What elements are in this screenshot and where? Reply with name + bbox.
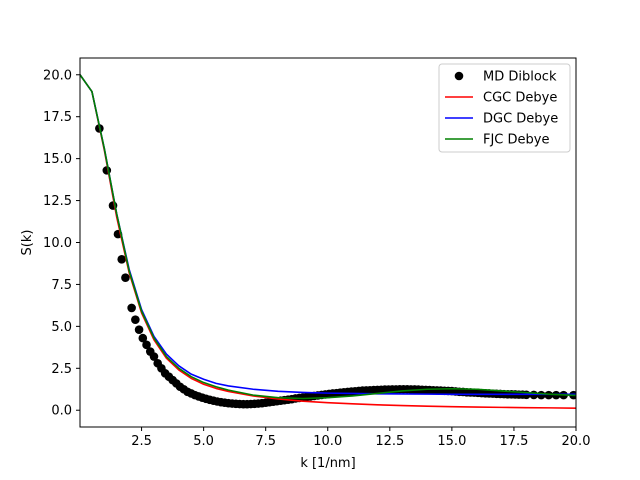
series-line-fjc-debye [80,74,576,400]
y-axis: 0.0 2.5 5.0 7.5 10.0 12.5 15.0 17.5 20.0 [43,68,80,419]
data-point [131,315,140,324]
x-tick-label: 2.5 [131,434,152,449]
legend-entry: MD Diblock [454,70,557,85]
legend-entry: DGC Debye [445,112,558,127]
legend-label: MD Diblock [483,70,557,85]
x-tick-label: 7.5 [255,434,276,449]
y-tick-label: 12.5 [43,194,72,209]
legend-entry: CGC Debye [445,91,557,106]
data-point [117,254,127,264]
y-tick-label: 10.0 [43,236,72,251]
y-tick-label: 7.5 [51,278,72,293]
data-point [138,333,148,343]
x-axis-label: k [1/nm] [300,456,355,471]
data-point [544,390,553,400]
y-axis-label: S(k) [20,230,35,256]
x-tick-label: 20.0 [562,434,591,449]
data-point [149,352,159,361]
legend: MD Diblock CGC Debye DGC Debye FJC Debye [438,63,571,153]
y-tick-label: 5.0 [51,320,72,335]
y-tick-label: 17.5 [43,110,72,125]
legend-marker [454,71,464,81]
x-axis: 2.5 5.0 7.5 10.0 12.5 15.0 17.5 20.0 [131,427,590,449]
x-tick-label: 10.0 [313,434,342,449]
data-point [127,303,136,313]
x-tick-label: 17.5 [499,434,528,449]
x-tick-label: 15.0 [437,434,466,449]
y-tick-label: 15.0 [43,152,72,167]
legend-box [438,63,571,153]
y-tick-label: 20.0 [43,68,72,83]
x-tick-label: 12.5 [375,434,404,449]
y-tick-label: 0.0 [51,404,72,419]
legend-label: FJC Debye [483,133,549,148]
plot-marks [80,74,576,410]
data-point [134,325,144,335]
series-md-diblock [95,124,576,409]
data-point [121,273,130,283]
data-point [536,390,546,400]
data-point [142,340,151,350]
y-tick-label: 2.5 [51,362,72,377]
x-tick-label: 5.0 [193,434,214,449]
legend-label: CGC Debye [483,91,557,106]
legend-entry: FJC Debye [445,133,549,148]
legend-label: DGC Debye [483,112,558,127]
